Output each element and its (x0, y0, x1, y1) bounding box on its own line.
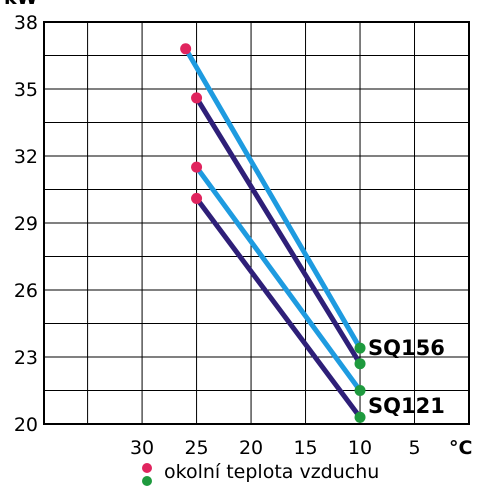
plot-frame (43, 21, 470, 425)
y-tick-label: 38 (14, 12, 38, 34)
series-lines (183, 46, 363, 420)
series-end-marker (354, 385, 366, 396)
series-annotation: SQ156 (368, 336, 445, 360)
series-end-marker (354, 342, 366, 354)
grid (44, 22, 469, 424)
y-tick-label: 35 (14, 79, 38, 101)
legend-end-marker (142, 476, 152, 486)
series-end-marker (354, 358, 366, 370)
series-end-marker (354, 411, 366, 423)
series-annotations: SQ156 SQ121 (368, 336, 445, 418)
series-markers (180, 43, 366, 423)
x-tick-label: 10 (348, 437, 372, 459)
series-start-marker (191, 92, 203, 104)
x-tick-label: 30 (130, 437, 154, 459)
y-axis-unit-label: kW (4, 0, 38, 9)
y-tick-labels: 20 23 26 29 32 35 38 (14, 12, 38, 436)
y-tick-label: 20 (14, 414, 38, 436)
x-tick-label: 20 (239, 437, 263, 459)
legend-start-marker (142, 463, 152, 473)
y-tick-label: 32 (14, 146, 38, 168)
series-line (194, 195, 363, 420)
series-line (183, 46, 363, 351)
y-tick-label: 29 (14, 213, 38, 235)
series-start-marker (191, 161, 203, 173)
x-tick-label: 25 (184, 437, 208, 459)
y-tick-label: 26 (14, 280, 38, 302)
legend-marker-icon (140, 463, 154, 489)
x-axis-unit-label: °C (449, 437, 472, 459)
series-annotation: SQ121 (368, 394, 445, 418)
x-tick-label: 5 (408, 437, 420, 459)
legend-text: okolní teplota vzduchu (164, 461, 380, 483)
y-tick-label: 23 (14, 347, 38, 369)
series-start-marker (191, 192, 203, 204)
series-start-marker (180, 43, 192, 55)
x-tick-label: 15 (293, 437, 317, 459)
series-line (194, 164, 363, 393)
legend: okolní teplota vzduchu (140, 459, 470, 489)
x-tick-labels: 30 25 20 15 10 5 (130, 437, 421, 459)
series-line (194, 95, 363, 367)
